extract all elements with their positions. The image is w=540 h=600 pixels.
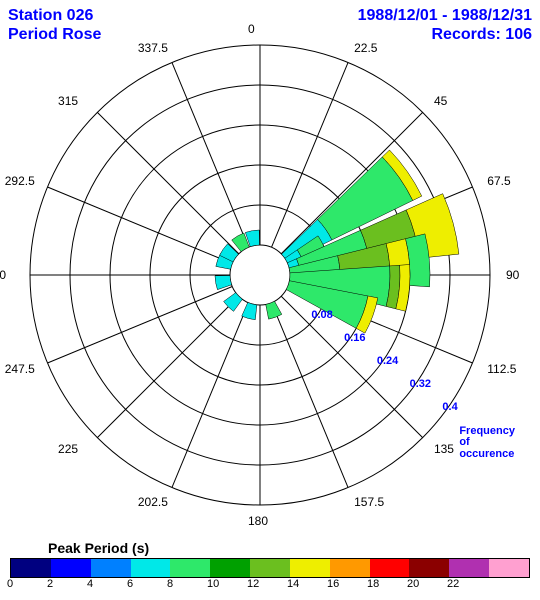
legend-swatch bbox=[489, 559, 529, 577]
angle-label: 22.5 bbox=[354, 41, 377, 55]
legend-tick: 8 bbox=[167, 578, 207, 590]
legend-tick: 6 bbox=[127, 578, 167, 590]
legend-swatch bbox=[449, 559, 489, 577]
legend: Peak Period (s) 0246810121416182022 bbox=[10, 540, 530, 590]
legend-tick: 10 bbox=[207, 578, 247, 590]
legend-tick: 22 bbox=[447, 578, 487, 590]
legend-swatch bbox=[11, 559, 51, 577]
legend-swatch bbox=[409, 559, 449, 577]
angle-label: 337.5 bbox=[138, 41, 168, 55]
ring-value-label: 0.4 bbox=[442, 401, 457, 413]
legend-tick: 2 bbox=[47, 578, 87, 590]
legend-title: Peak Period (s) bbox=[48, 540, 530, 556]
legend-swatch bbox=[210, 559, 250, 577]
ring-value-label: 0.32 bbox=[410, 378, 431, 390]
legend-swatch bbox=[370, 559, 410, 577]
legend-tick: 16 bbox=[327, 578, 367, 590]
angle-label: 0 bbox=[248, 22, 255, 36]
legend-swatch bbox=[250, 559, 290, 577]
angle-label: 157.5 bbox=[354, 495, 384, 509]
legend-swatch bbox=[290, 559, 330, 577]
angle-label: 135 bbox=[434, 442, 454, 456]
angle-label: 90 bbox=[506, 268, 519, 282]
ring-value-label: 0.16 bbox=[344, 332, 365, 344]
angle-label: 225 bbox=[58, 442, 78, 456]
legend-swatch bbox=[91, 559, 131, 577]
legend-tick: 0 bbox=[7, 578, 47, 590]
legend-swatch bbox=[170, 559, 210, 577]
legend-tick: 12 bbox=[247, 578, 287, 590]
legend-tick: 14 bbox=[287, 578, 327, 590]
angle-label: 315 bbox=[58, 94, 78, 108]
legend-swatch bbox=[131, 559, 171, 577]
angle-label: 292.5 bbox=[5, 174, 35, 188]
angle-label: 67.5 bbox=[487, 174, 510, 188]
angle-label: 247.5 bbox=[5, 362, 35, 376]
legend-tick: 4 bbox=[87, 578, 127, 590]
legend-tick: 20 bbox=[407, 578, 447, 590]
legend-colorbar bbox=[10, 558, 530, 578]
legend-tick bbox=[487, 578, 527, 590]
legend-swatch bbox=[330, 559, 370, 577]
ring-value-label: 0.08 bbox=[311, 309, 332, 321]
angle-label: 112.5 bbox=[487, 362, 516, 376]
legend-tick: 18 bbox=[367, 578, 407, 590]
legend-swatch bbox=[51, 559, 91, 577]
angle-label: 45 bbox=[434, 94, 447, 108]
legend-ticks: 0246810121416182022 bbox=[10, 578, 530, 590]
angle-label: 202.5 bbox=[138, 495, 168, 509]
frequency-label: Frequencyofoccurence bbox=[459, 426, 515, 461]
angle-label: 270 bbox=[0, 268, 6, 282]
ring-value-label: 0.24 bbox=[377, 355, 398, 367]
angle-label: 180 bbox=[248, 514, 268, 528]
